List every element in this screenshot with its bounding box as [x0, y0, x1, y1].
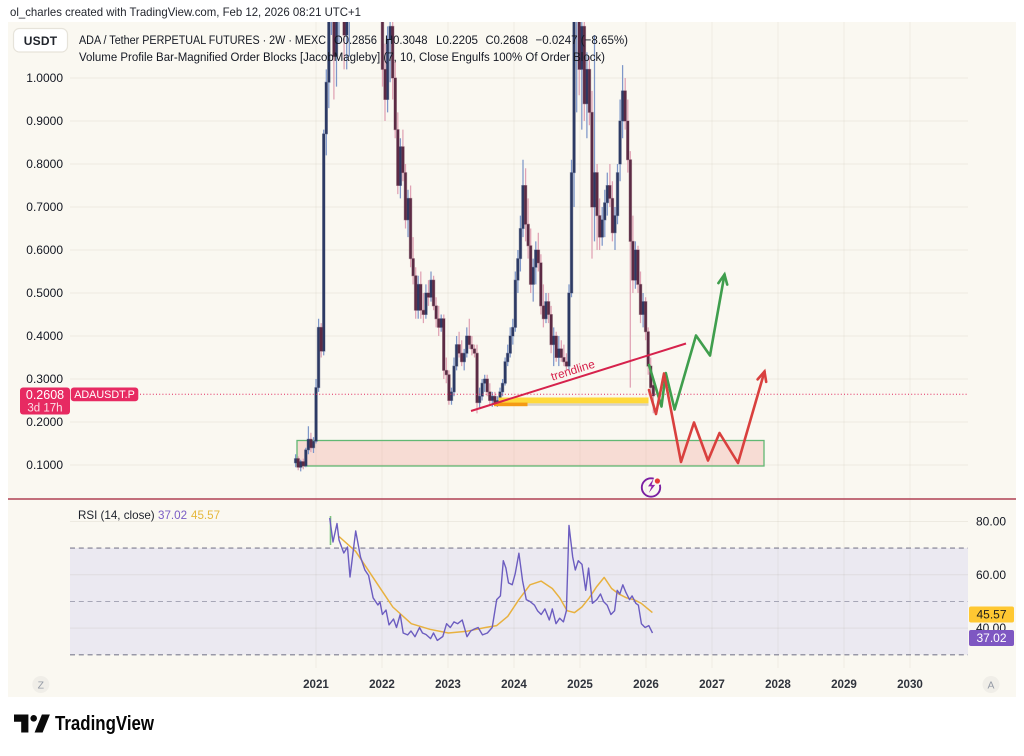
svg-text:2027: 2027	[699, 678, 725, 691]
svg-text:80.00: 80.00	[976, 515, 1006, 529]
svg-text:0.4000: 0.4000	[26, 329, 63, 343]
svg-text:0.8000: 0.8000	[26, 157, 63, 171]
svg-text:2022: 2022	[369, 678, 395, 691]
svg-text:RSI (14, close): RSI (14, close)	[78, 509, 155, 522]
svg-text:A: A	[988, 680, 995, 691]
svg-text:0.2608: 0.2608	[26, 388, 64, 402]
svg-text:60.00: 60.00	[976, 568, 1006, 582]
svg-text:0.6000: 0.6000	[26, 243, 63, 257]
svg-text:0.3000: 0.3000	[26, 372, 63, 386]
svg-text:H0.3048: H0.3048	[385, 33, 428, 47]
svg-text:0.1000: 0.1000	[26, 458, 63, 472]
svg-text:Z: Z	[38, 680, 45, 691]
svg-text:3d 17h: 3d 17h	[27, 403, 62, 415]
svg-text:0.5000: 0.5000	[26, 286, 63, 300]
svg-text:2025: 2025	[567, 678, 593, 691]
svg-text:2028: 2028	[765, 678, 791, 691]
svg-text:45.57: 45.57	[191, 509, 220, 522]
svg-text:0.7000: 0.7000	[26, 200, 63, 214]
svg-text:2024: 2024	[501, 678, 527, 691]
svg-text:ADA / Tether PERPETUAL FUTURES: ADA / Tether PERPETUAL FUTURES · 2W · ME…	[79, 33, 326, 47]
svg-text:Volume Profile Bar-Magnified O: Volume Profile Bar-Magnified Order Block…	[79, 50, 605, 64]
svg-text:45.57: 45.57	[976, 608, 1006, 622]
svg-text:C0.2608: C0.2608	[486, 33, 529, 47]
svg-text:O0.2856: O0.2856	[334, 33, 377, 47]
svg-text:2030: 2030	[897, 678, 923, 691]
svg-text:0.9000: 0.9000	[26, 114, 63, 128]
svg-text:USDT: USDT	[24, 34, 58, 48]
svg-text:2021: 2021	[303, 678, 329, 691]
svg-text:1.0000: 1.0000	[26, 71, 63, 85]
svg-text:37.02: 37.02	[158, 509, 187, 522]
svg-text:ol_charles created with Tradin: ol_charles created with TradingView.com,…	[10, 6, 361, 19]
svg-text:0.2000: 0.2000	[26, 415, 63, 429]
svg-text:ADAUSDT.P: ADAUSDT.P	[74, 389, 135, 401]
svg-text:2029: 2029	[831, 678, 857, 691]
svg-text:2023: 2023	[435, 678, 461, 691]
svg-text:L0.2205: L0.2205	[436, 33, 478, 47]
svg-text:2026: 2026	[633, 678, 659, 691]
svg-text:37.02: 37.02	[976, 631, 1006, 645]
svg-text:TradingView: TradingView	[55, 713, 154, 735]
svg-text:−0.0247 (−8.65%): −0.0247 (−8.65%)	[536, 33, 629, 47]
